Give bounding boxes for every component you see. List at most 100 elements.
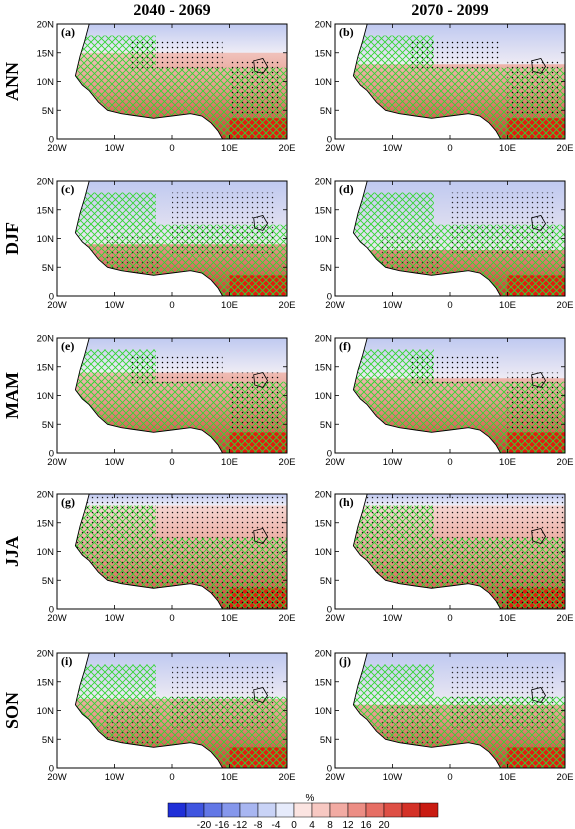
panel-letter: (h) <box>339 495 354 509</box>
coastline <box>74 23 223 140</box>
lon-tick-label: 10W <box>383 143 403 154</box>
colorbar-box <box>275 802 295 818</box>
colorbar-box <box>203 802 223 818</box>
row-labels: ANN DJF MAM JJA SON <box>2 62 22 729</box>
lat-tick-label: 20N <box>315 177 333 188</box>
panel-letter: (b) <box>339 25 354 39</box>
colorbar-box <box>383 802 403 818</box>
lon-tick-label: 0 <box>169 457 174 468</box>
land-field <box>353 181 565 296</box>
lon-tick-label: 10W <box>383 772 403 783</box>
lon-tick-label: 10E <box>499 143 516 154</box>
lat-tick-label: 15N <box>315 362 333 373</box>
coastline <box>74 337 223 454</box>
lon-tick-label: 20W <box>47 143 67 154</box>
stipple-scatter <box>172 192 276 256</box>
lon-tick-label: 20E <box>279 772 296 783</box>
map-panel-7: 0 5N 10N 15N 20N 20W 10W 0 10E 20E (h) <box>315 490 574 625</box>
lon-tick-label: 10W <box>105 457 125 468</box>
lon-tick-label: 20W <box>325 300 345 311</box>
lat-tick-label: 20N <box>37 649 55 660</box>
lon-tick-label: 20W <box>325 457 345 468</box>
panel-letter: (i) <box>61 654 72 668</box>
lat-tick-label: 20N <box>37 177 55 188</box>
colorbar-tick-label: 4 <box>309 820 315 829</box>
colorbar-box <box>221 802 241 818</box>
colorbar-box <box>365 802 385 818</box>
colorbar-tick-label: 0 <box>291 820 297 829</box>
lon-tick-label: 10W <box>105 613 125 624</box>
lon-tick-label: 20W <box>47 613 67 624</box>
lat-tick-label: 10N <box>315 706 333 717</box>
lat-tick-label: 10N <box>37 234 55 245</box>
panel-letter: (j) <box>339 654 351 668</box>
coastline <box>74 180 223 297</box>
lat-tick-label: 10N <box>315 391 333 402</box>
land-field <box>353 653 565 768</box>
coastline <box>352 652 501 769</box>
map-panel-1: 0 5N 10N 15N 20N 20W 10W 0 10E 20E (b) <box>315 20 574 155</box>
lat-tick-label: 15N <box>315 205 333 216</box>
colorbar-tick-label: -16 <box>215 820 230 829</box>
lon-tick-label: 20E <box>279 457 296 468</box>
stipple-box <box>130 355 223 384</box>
lake-chad-outline <box>531 687 546 703</box>
map-panel-2: 0 5N 10N 15N 20N 20W 10W 0 10E 20E (c) <box>37 177 296 312</box>
colorbar-tick-label: -4 <box>272 820 281 829</box>
lon-tick-label: 10E <box>221 457 238 468</box>
panel-letter: (e) <box>61 339 74 353</box>
lat-tick-label: 0 <box>327 764 332 775</box>
lat-tick-label: 15N <box>37 362 55 373</box>
row-label: MAM <box>2 372 22 419</box>
coastline <box>74 493 223 610</box>
lat-tick-label: 0 <box>327 605 332 616</box>
lake-chad-outline <box>531 372 546 388</box>
lon-tick-label: 20E <box>557 613 574 624</box>
colorbar-box <box>293 802 313 818</box>
lake-chad-outline <box>253 687 268 703</box>
lat-tick-label: 10N <box>37 706 55 717</box>
stipple-west <box>103 704 161 745</box>
lon-tick-label: 20E <box>279 613 296 624</box>
panel-letter: (a) <box>61 25 75 39</box>
stipple-box <box>408 41 501 70</box>
map-panel-3: 0 5N 10N 15N 20N 20W 10W 0 10E 20E (d) <box>315 177 574 312</box>
lon-tick-label: 10E <box>499 300 516 311</box>
colorbar-tick-labels: -20 -16 -12 -8 -4 0 4 8 12 16 20 <box>197 820 390 829</box>
lon-tick-label: 20W <box>325 772 345 783</box>
lake-chad-outline <box>531 215 546 231</box>
lake-chad-outline <box>531 528 546 544</box>
map-panel-9: 0 5N 10N 15N 20N 20W 10W 0 10E 20E (j) <box>315 649 574 784</box>
coastline <box>352 493 501 610</box>
lat-tick-label: 15N <box>37 518 55 529</box>
lon-tick-label: 20E <box>557 457 574 468</box>
stipple-box <box>130 41 223 70</box>
lon-tick-label: 10W <box>105 300 125 311</box>
lon-tick-label: 10W <box>383 300 403 311</box>
lat-tick-label: 0 <box>327 135 332 146</box>
stipple-east <box>507 58 559 116</box>
lon-tick-label: 20W <box>47 457 67 468</box>
map-panel-8: 0 5N 10N 15N 20N 20W 10W 0 10E 20E (i) <box>37 649 296 784</box>
stipple-east <box>507 372 559 430</box>
lake-chad-outline <box>253 215 268 231</box>
lake-chad-outline <box>253 58 268 74</box>
colorbar-tick-label: 8 <box>327 820 333 829</box>
lat-tick-label: 0 <box>49 449 54 460</box>
map-panel-4: 0 5N 10N 15N 20N 20W 10W 0 10E 20E (e) <box>37 334 296 469</box>
colorbar-unit-label: % <box>306 793 315 804</box>
lat-tick-label: 0 <box>327 449 332 460</box>
colorbar-box <box>167 802 187 818</box>
lat-tick-label: 0 <box>49 292 54 303</box>
stipple-west <box>381 704 439 745</box>
colorbar-box <box>311 802 331 818</box>
stipple-west <box>381 232 439 273</box>
lon-tick-label: 10W <box>105 772 125 783</box>
coastline <box>352 180 501 297</box>
lat-tick-label: 10N <box>315 234 333 245</box>
lat-tick-label: 15N <box>37 205 55 216</box>
lon-tick-label: 10W <box>383 613 403 624</box>
lat-tick-label: 10N <box>315 77 333 88</box>
colorbar-tick-label: 16 <box>360 820 372 829</box>
